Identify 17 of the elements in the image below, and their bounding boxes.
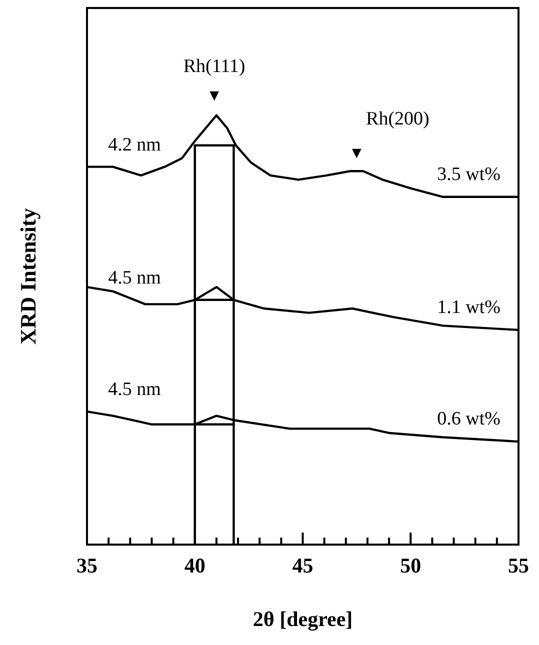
y-axis-title: XRD Intensity [16, 208, 41, 344]
annotation: 4.5 nm [108, 267, 162, 288]
text: ▼ [206, 88, 222, 105]
annotation: 4.5 nm [108, 379, 162, 400]
annotation: Rh(200) [366, 108, 430, 130]
x-tick-label: 55 [508, 554, 529, 578]
series-label: 3.5 wt% [437, 164, 501, 185]
x-tick-label: 50 [400, 554, 422, 578]
x-tick-label: 35 [76, 554, 98, 578]
series-label: 0.6 wt% [437, 408, 501, 430]
annotation: ▼ [348, 145, 365, 162]
annotation: 4.2 nm [108, 134, 162, 156]
text: Rh(111) [183, 56, 246, 78]
x-tick-label: 45 [292, 554, 314, 578]
x-tick-label: 40 [184, 554, 206, 578]
x-axis-title: 2θ [degree] [252, 606, 353, 631]
series-label: 1.1 wt% [437, 296, 501, 318]
